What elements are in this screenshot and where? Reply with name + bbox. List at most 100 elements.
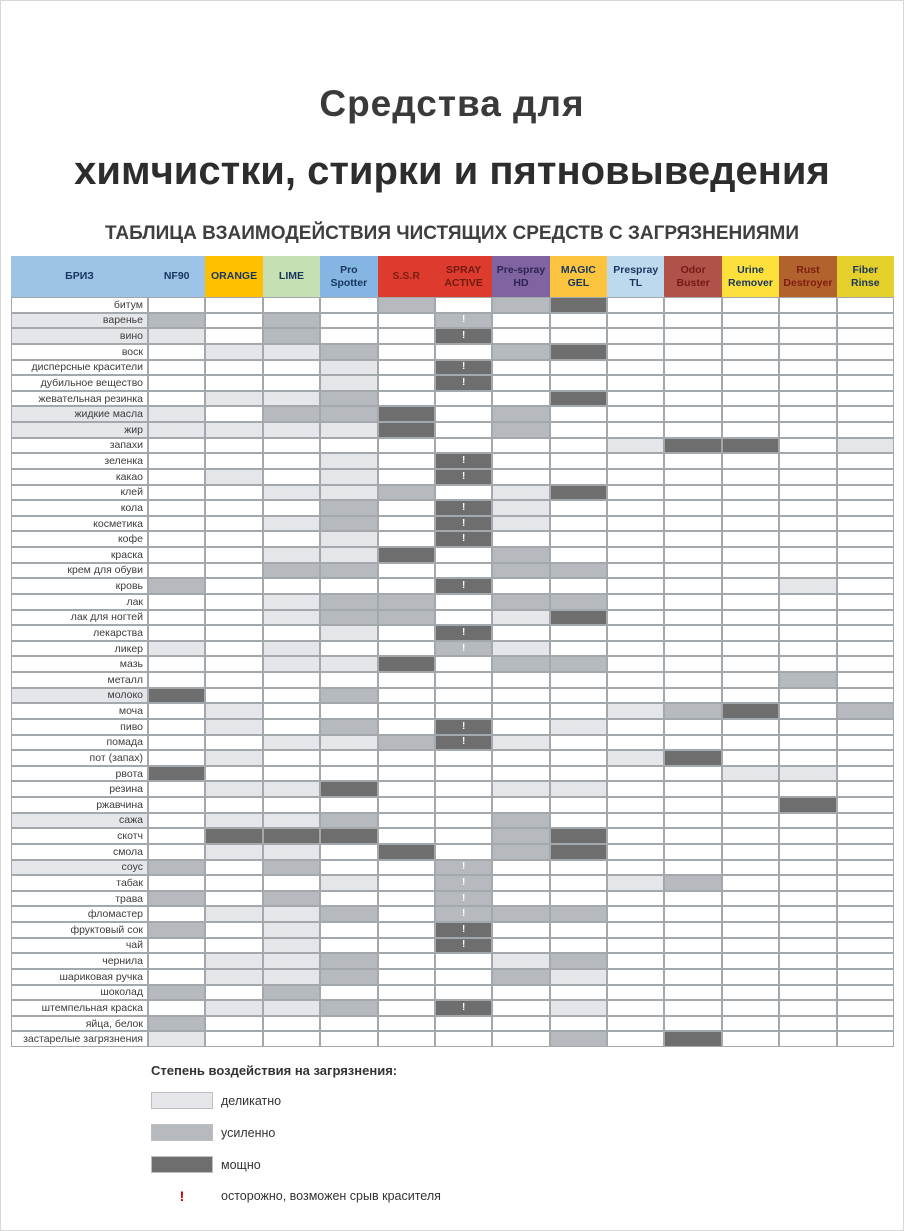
matrix-cell bbox=[664, 890, 722, 907]
matrix-cell bbox=[205, 593, 263, 610]
matrix-cell bbox=[607, 422, 665, 438]
matrix-cell bbox=[320, 1031, 378, 1047]
matrix-cell bbox=[779, 312, 837, 329]
matrix-cell bbox=[320, 718, 378, 735]
matrix-cell bbox=[492, 359, 550, 376]
matrix-cell bbox=[721, 297, 780, 313]
matrix-cell bbox=[721, 1031, 780, 1047]
matrix-cell bbox=[262, 843, 321, 860]
table-row: яйца, белок bbox=[11, 1015, 894, 1032]
matrix-cell bbox=[721, 859, 780, 876]
matrix-cell bbox=[262, 875, 321, 891]
matrix-cell bbox=[377, 343, 435, 360]
matrix-cell bbox=[779, 906, 837, 922]
matrix-cell bbox=[148, 672, 206, 688]
table-row: чернила bbox=[11, 953, 894, 969]
matrix-cell: ! bbox=[434, 890, 493, 907]
row-label-cell: мазь bbox=[11, 656, 148, 672]
matrix-cell bbox=[320, 859, 378, 876]
matrix-cell bbox=[262, 625, 321, 641]
matrix-cell bbox=[721, 343, 780, 360]
matrix-cell bbox=[492, 1031, 550, 1047]
row-label-cell: шариковая ручка bbox=[11, 968, 148, 985]
matrix-cell bbox=[320, 703, 378, 719]
matrix-cell bbox=[148, 312, 206, 329]
matrix-cell bbox=[262, 687, 321, 704]
matrix-cell bbox=[836, 906, 894, 922]
matrix-cell bbox=[779, 750, 837, 766]
matrix-cell: ! bbox=[434, 937, 493, 954]
matrix-cell bbox=[664, 359, 722, 376]
matrix-cell bbox=[262, 922, 321, 938]
row-label-cell: зеленка bbox=[11, 453, 148, 469]
matrix-cell bbox=[377, 422, 435, 438]
matrix-cell bbox=[836, 547, 894, 563]
column-header: LIME bbox=[262, 256, 321, 297]
matrix-cell bbox=[779, 797, 837, 813]
table-row: чай! bbox=[11, 937, 894, 954]
matrix-cell bbox=[262, 859, 321, 876]
matrix-cell bbox=[549, 625, 608, 641]
matrix-cell bbox=[205, 406, 263, 422]
matrix-cell: ! bbox=[434, 468, 493, 485]
matrix-cell bbox=[205, 672, 263, 688]
matrix-cell bbox=[148, 515, 206, 532]
matrix-cell bbox=[721, 422, 780, 438]
matrix-cell bbox=[320, 890, 378, 907]
matrix-cell bbox=[721, 672, 780, 688]
matrix-cell bbox=[549, 765, 608, 782]
matrix-cell bbox=[664, 484, 722, 501]
matrix-cell bbox=[320, 531, 378, 547]
table-row: пиво! bbox=[11, 718, 894, 735]
matrix-cell bbox=[320, 672, 378, 688]
matrix-cell bbox=[664, 578, 722, 594]
matrix-cell bbox=[262, 297, 321, 313]
matrix-cell bbox=[434, 984, 493, 1001]
matrix-cell bbox=[148, 406, 206, 422]
matrix-cell bbox=[721, 906, 780, 922]
column-header: ORANGE bbox=[205, 256, 263, 297]
matrix-cell bbox=[779, 765, 837, 782]
row-label-cell: лак bbox=[11, 593, 148, 610]
matrix-cell bbox=[549, 968, 608, 985]
matrix-cell bbox=[492, 734, 550, 751]
matrix-cell bbox=[262, 765, 321, 782]
matrix-cell bbox=[549, 703, 608, 719]
matrix-cell bbox=[779, 875, 837, 891]
matrix-cell bbox=[492, 781, 550, 797]
matrix-cell bbox=[148, 359, 206, 376]
legend-swatch-level-3 bbox=[151, 1156, 213, 1173]
matrix-cell bbox=[721, 609, 780, 626]
matrix-cell bbox=[836, 937, 894, 954]
matrix-cell bbox=[320, 500, 378, 516]
matrix-cell bbox=[205, 468, 263, 485]
column-header: SPRAY ACTIVE bbox=[434, 256, 493, 297]
matrix-cell bbox=[607, 843, 665, 860]
row-label-cell: яйца, белок bbox=[11, 1015, 148, 1032]
table-row: крем для обуви bbox=[11, 562, 894, 579]
matrix-cell bbox=[377, 672, 435, 688]
matrix-cell bbox=[549, 812, 608, 829]
matrix-cell bbox=[607, 968, 665, 985]
legend-item: мощно bbox=[151, 1156, 441, 1173]
matrix-cell bbox=[664, 328, 722, 344]
matrix-cell bbox=[721, 531, 780, 547]
matrix-cell bbox=[320, 1000, 378, 1016]
matrix-cell bbox=[148, 765, 206, 782]
legend: Степень воздействия на загрязнения: дели… bbox=[151, 1063, 441, 1204]
matrix-cell bbox=[148, 984, 206, 1001]
matrix-cell bbox=[434, 547, 493, 563]
table-row: вино! bbox=[11, 328, 894, 344]
matrix-cell bbox=[262, 422, 321, 438]
matrix-cell: ! bbox=[434, 625, 493, 641]
matrix-cell bbox=[607, 781, 665, 797]
matrix-cell bbox=[836, 859, 894, 876]
matrix-cell bbox=[320, 875, 378, 891]
matrix-cell bbox=[434, 1015, 493, 1032]
matrix-cell bbox=[205, 625, 263, 641]
row-label-cell: запахи bbox=[11, 437, 148, 454]
matrix-cell bbox=[148, 578, 206, 594]
matrix-cell bbox=[148, 453, 206, 469]
matrix-cell bbox=[262, 500, 321, 516]
matrix-cell bbox=[262, 750, 321, 766]
